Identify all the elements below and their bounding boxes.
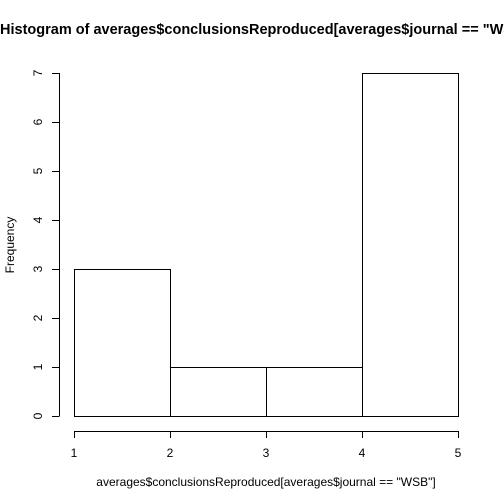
y-tick-label: 7 bbox=[31, 69, 45, 76]
x-tick-label: 2 bbox=[167, 446, 174, 460]
x-tick-label: 1 bbox=[71, 446, 78, 460]
histogram-bar-2 bbox=[170, 367, 267, 417]
x-axis: 1 2 3 4 5 bbox=[71, 431, 462, 460]
y-tick-label: 4 bbox=[31, 216, 45, 223]
y-tick-label: 2 bbox=[31, 314, 45, 321]
x-axis-label: averages$conclusionsReproduced[averages$… bbox=[96, 475, 435, 489]
chart-title: Histogram of averages$conclusionsReprodu… bbox=[0, 22, 504, 38]
bars-group bbox=[74, 73, 459, 417]
y-axis-label: Frequency bbox=[3, 217, 17, 274]
y-tick-label: 1 bbox=[31, 363, 45, 370]
y-tick-label: 0 bbox=[31, 412, 45, 419]
x-tick-label: 3 bbox=[263, 446, 270, 460]
y-tick-label: 6 bbox=[31, 118, 45, 125]
x-tick-label: 4 bbox=[359, 446, 366, 460]
histogram-bar-4 bbox=[362, 73, 459, 417]
y-tick-label: 5 bbox=[31, 167, 45, 174]
y-axis: 0 1 2 3 4 5 6 7 bbox=[31, 69, 60, 419]
x-tick-label: 5 bbox=[455, 446, 462, 460]
histogram-bar-1 bbox=[74, 269, 171, 417]
histogram-bar-3 bbox=[266, 367, 363, 417]
y-tick-label: 3 bbox=[31, 265, 45, 272]
